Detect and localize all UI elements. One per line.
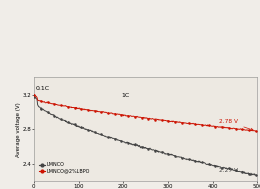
LMNCO@2%LBPO [173, 121, 176, 123]
LMNCO [256, 174, 259, 176]
Text: 0.1C: 0.1C [36, 86, 50, 91]
LMNCO@2%LBPO [195, 123, 198, 126]
LMNCO@2%LBPO [60, 104, 63, 106]
Y-axis label: Average voltage (V): Average voltage (V) [16, 102, 21, 157]
LMNCO [60, 118, 63, 120]
LMNCO [255, 175, 258, 177]
LMNCO [195, 160, 198, 163]
LMNCO@2%LBPO [33, 94, 36, 96]
LMNCO [121, 140, 124, 143]
Legend: LMNCO, LMNCO@2%LBPO: LMNCO, LMNCO@2%LBPO [38, 162, 90, 174]
LMNCO@2%LBPO [121, 114, 124, 116]
LMNCO [194, 160, 197, 162]
LMNCO [33, 95, 36, 98]
Text: 1C: 1C [121, 93, 129, 98]
Line: LMNCO: LMNCO [34, 96, 258, 177]
LMNCO@2%LBPO [105, 112, 108, 114]
LMNCO@2%LBPO [255, 130, 258, 132]
LMNCO [173, 154, 176, 157]
Line: LMNCO@2%LBPO: LMNCO@2%LBPO [34, 94, 258, 132]
LMNCO@2%LBPO [256, 130, 259, 132]
Text: 2.78 V: 2.78 V [219, 119, 253, 130]
LMNCO [105, 136, 108, 138]
Text: 2.27 V: 2.27 V [219, 168, 253, 175]
LMNCO@2%LBPO [194, 123, 197, 125]
